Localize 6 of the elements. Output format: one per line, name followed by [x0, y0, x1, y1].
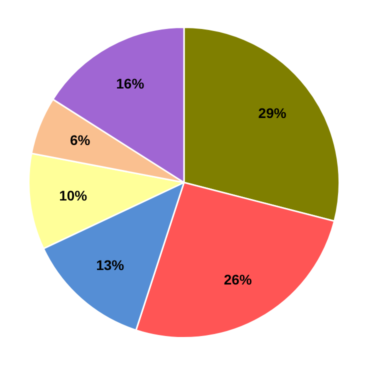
data-label: 10%: [59, 187, 88, 204]
data-label: 6%: [70, 132, 91, 148]
data-label: 26%: [224, 271, 252, 288]
data-label: 29%: [258, 104, 287, 121]
data-label: 13%: [96, 257, 125, 274]
data-label: 16%: [116, 75, 145, 92]
